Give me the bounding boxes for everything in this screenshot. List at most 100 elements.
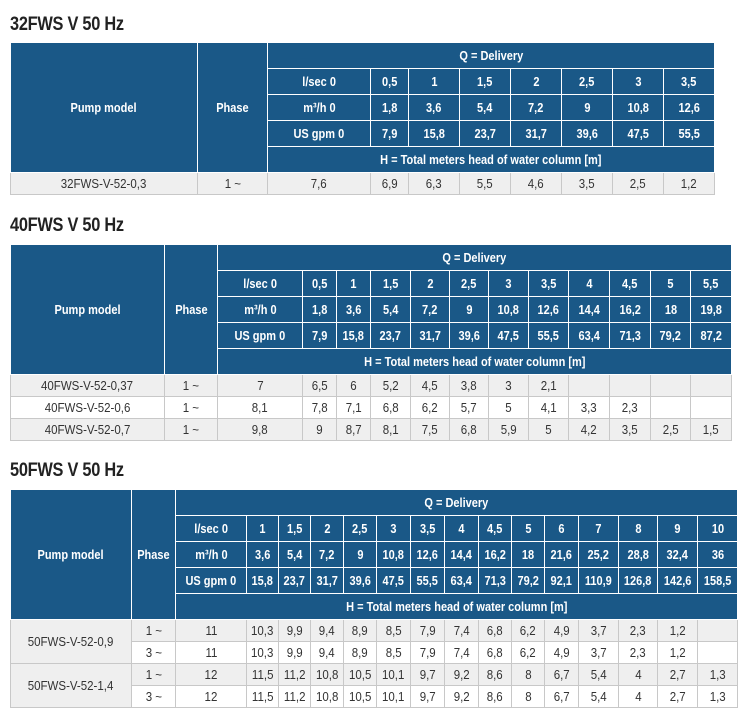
unit-value: 39,6 <box>449 322 489 349</box>
delivery-header: Q = Delivery <box>174 489 739 516</box>
unit-label-text: l/sec 0 <box>243 276 277 291</box>
unit-value-text: 8 <box>634 521 642 536</box>
head-value-cell-text: 3,7 <box>590 645 607 660</box>
unit-value-text: 3,5 <box>419 521 436 536</box>
unit-value-text: 5 <box>524 521 532 536</box>
head-value-cell: 5,7 <box>449 396 489 419</box>
unit-label-text: US gpm 0 <box>293 126 345 141</box>
unit-value: 3 <box>488 270 529 297</box>
pump-model-header: Pump model <box>10 42 198 173</box>
phase-cell: 1 ~ <box>164 418 218 441</box>
head-value-cell: 3,5 <box>609 418 651 441</box>
unit-value: 31,7 <box>310 567 344 594</box>
head-value-cell: 1,3 <box>696 663 739 686</box>
unit-value-text: 1,8 <box>381 100 398 115</box>
head-value-cell-text: 6,3 <box>425 176 442 191</box>
head-header: H = Total meters head of water column [m… <box>267 146 715 173</box>
unit-value-text: 10,8 <box>627 100 649 115</box>
unit-value-text: 16,2 <box>619 302 641 317</box>
unit-label: US gpm 0 <box>175 567 247 594</box>
unit-value-text: 2,5 <box>579 74 595 89</box>
head-value-cell <box>689 396 733 419</box>
head-zero-cell: 11 <box>175 641 247 664</box>
head-value-cell-text: 7,1 <box>345 400 362 415</box>
head-value-cell: 11,5 <box>246 663 279 686</box>
head-value-cell: 8,5 <box>376 619 411 642</box>
head-value-cell-text: 8,9 <box>351 623 368 638</box>
head-value-cell: 11,2 <box>278 685 311 708</box>
model-name: 50FWS-V-52-0,9 <box>10 619 132 664</box>
unit-label: US gpm 0 <box>267 120 371 147</box>
unit-value: 7,9 <box>370 120 409 147</box>
unit-value-text: 3 <box>390 521 397 536</box>
unit-value: 3,6 <box>246 541 279 568</box>
unit-value-text: 3,6 <box>254 547 271 562</box>
unit-value-text: 63,4 <box>450 573 473 588</box>
phase-cell-text: 3 ~ <box>145 689 162 704</box>
head-value-cell: 7,4 <box>444 619 479 642</box>
unit-value-text: 47,5 <box>627 126 649 141</box>
performance-table: Pump model Phase Q = Delivery l/sec 0 1 1,5 2 2… <box>10 489 739 708</box>
unit-value: 2,5 <box>561 68 613 95</box>
head-value-cell-text: 10,8 <box>315 667 339 682</box>
unit-label: m³/h 0 <box>267 94 371 121</box>
head-value-cell: 10,8 <box>310 663 344 686</box>
unit-value: 31,7 <box>410 322 450 349</box>
phase-header: Phase <box>164 244 218 375</box>
model-name-text: 40FWS-V-52-0,6 <box>44 400 131 415</box>
unit-value: 1,8 <box>370 94 409 121</box>
head-zero-cell-text: 12 <box>204 667 218 682</box>
head-value-cell: 1,2 <box>657 619 698 642</box>
unit-value: 63,4 <box>568 322 610 349</box>
head-value-cell-text: 1,3 <box>709 667 726 682</box>
head-header-text: H = Total meters head of water column [m… <box>380 152 602 167</box>
unit-value: 71,3 <box>478 567 512 594</box>
head-value-cell: 5,5 <box>459 172 511 195</box>
head-value-cell-text: 5 <box>545 422 552 437</box>
head-value-cell: 9,9 <box>278 619 311 642</box>
delivery-header: Q = Delivery <box>216 244 733 271</box>
head-value-cell-text: 6,9 <box>381 176 398 191</box>
section-title: 50FWS V 50 Hz <box>10 460 124 481</box>
unit-value-text: 5,4 <box>382 302 399 317</box>
unit-value: 1,5 <box>370 270 411 297</box>
unit-value-text: 3,5 <box>681 74 697 89</box>
unit-value-text: 6 <box>558 521 565 536</box>
head-value-cell-text: 3,5 <box>578 176 595 191</box>
head-value-cell: 6,8 <box>449 418 489 441</box>
head-value-cell: 8,7 <box>336 418 371 441</box>
head-row: H = Total meters head of water column [m… <box>11 348 733 375</box>
unit-value-text: 1,8 <box>311 302 328 317</box>
head-value-cell-text: 2,5 <box>662 422 679 437</box>
head-value-cell-text: 10,3 <box>251 645 274 660</box>
unit-value: 25,2 <box>578 541 619 568</box>
head-value-cell-text: 5,4 <box>590 689 607 704</box>
unit-value-text: 2 <box>323 521 331 536</box>
unit-value-text: 1,5 <box>286 521 303 536</box>
unit-value: 55,5 <box>528 322 569 349</box>
model-name: 50FWS-V-52-1,4 <box>10 663 132 708</box>
unit-value: 9 <box>343 541 377 568</box>
phase-header: Phase <box>131 489 176 620</box>
head-value-cell: 5 <box>528 418 569 441</box>
head-value-cell: 9,9 <box>278 641 311 664</box>
phase-header: Phase <box>197 42 268 173</box>
unit-value-text: 21,6 <box>550 547 573 562</box>
delivery-header-text: Q = Delivery <box>424 495 489 510</box>
unit-value-text: 5,5 <box>703 276 719 291</box>
unit-value: 14,4 <box>568 296 610 323</box>
unit-value: 92,1 <box>544 567 579 594</box>
unit-value-text: 2,5 <box>461 276 477 291</box>
unit-value-text: 79,2 <box>517 573 539 588</box>
unit-value: 5 <box>650 270 691 297</box>
head-value-cell-text: 10,8 <box>315 689 339 704</box>
head-value-cell-text: 2,1 <box>540 378 557 393</box>
unit-value: 16,2 <box>478 541 512 568</box>
unit-value-text: 2 <box>426 276 434 291</box>
head-value-cell <box>696 641 739 664</box>
phase-cell: 1 ~ <box>164 396 218 419</box>
unit-value: 1 <box>336 270 371 297</box>
unit-value-text: 23,7 <box>283 573 306 588</box>
unit-value: 4 <box>444 515 479 542</box>
head-value-cell-text: 9,9 <box>286 623 303 638</box>
